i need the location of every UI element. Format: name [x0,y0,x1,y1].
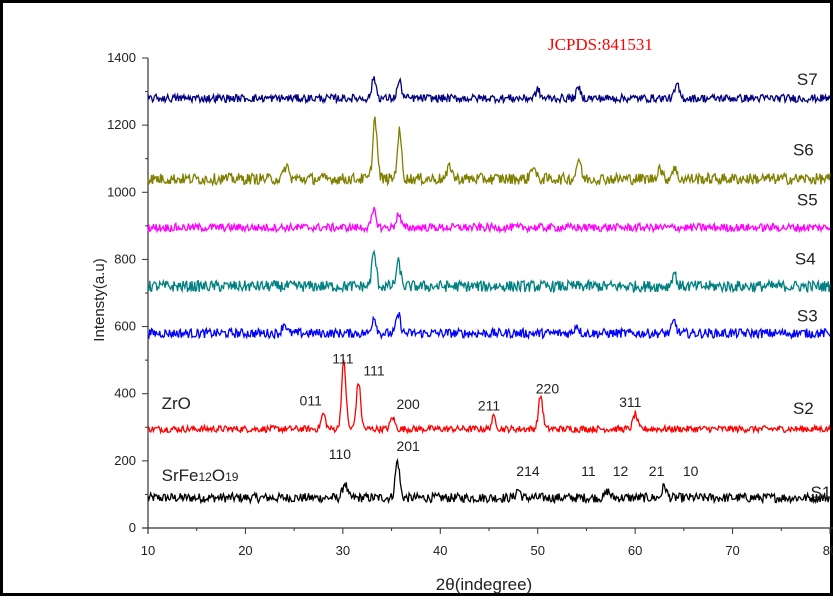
axes: 1020304050607080020040060080010001200140… [107,50,833,558]
x-tick-label: 60 [628,543,642,558]
peak-label: 214 [516,463,540,479]
phase-label: ZrO [162,394,191,413]
x-axis-label: 2θ(indegree) [436,575,532,594]
phase-label: SrFe12O19 [162,466,239,485]
x-tick-label: 70 [725,543,739,558]
series-line-s4 [147,249,831,294]
series-label-s3: S3 [797,307,818,326]
series-line-s5 [147,206,831,234]
peak-label: 220 [536,381,560,397]
y-tick-label: 400 [114,386,136,401]
peak-label: 111 [363,362,384,378]
x-tick-label: 80 [823,543,833,558]
label-layer: S1 S2 S3 S4 S5 S6 S7 111 111 011 200 211 220 311 110 20… [162,70,832,502]
series-line-s7 [147,76,831,105]
peak-label: 211 [478,398,501,414]
peak-label: 110 [329,446,352,462]
series-label-s5: S5 [797,191,818,210]
y-tick-label: 0 [129,520,136,535]
x-tick-label: 20 [238,543,252,558]
peak-label: 12 [613,463,629,479]
series-line-s6 [147,116,831,187]
x-tick-label: 40 [433,543,447,558]
y-tick-label: 600 [114,319,136,334]
series-label-s7: S7 [797,70,818,89]
series-label-s2: S2 [793,399,814,418]
series-line-s3 [147,312,831,341]
series-label-s4: S4 [795,249,816,268]
series-label-s1: S1 [811,483,832,502]
peak-label: 21 [649,463,665,479]
peak-label: 311 [619,394,642,410]
y-tick-label: 1000 [107,184,136,199]
peak-label: 111 [332,351,353,367]
x-tick-label: 50 [530,543,544,558]
y-tick-label: 200 [114,453,136,468]
y-tick-label: 1400 [107,50,136,65]
peak-label: 200 [396,396,420,412]
x-tick-label: 30 [336,543,350,558]
series-line-s2 [147,359,831,435]
series-layer [147,76,831,505]
peak-label: 11 [581,463,596,479]
jcpds-annotation: JCPDS:841531 [548,35,653,54]
peak-label: 011 [300,392,323,408]
series-line-s1 [147,457,831,505]
y-tick-label: 1200 [107,117,136,132]
y-axis-label: Intensty(a.u) [91,258,108,341]
x-tick-label: 10 [141,543,155,558]
peak-label: 10 [683,463,699,479]
series-label-s6: S6 [793,140,814,159]
y-tick-label: 800 [114,251,136,266]
peak-label: 201 [396,438,420,454]
